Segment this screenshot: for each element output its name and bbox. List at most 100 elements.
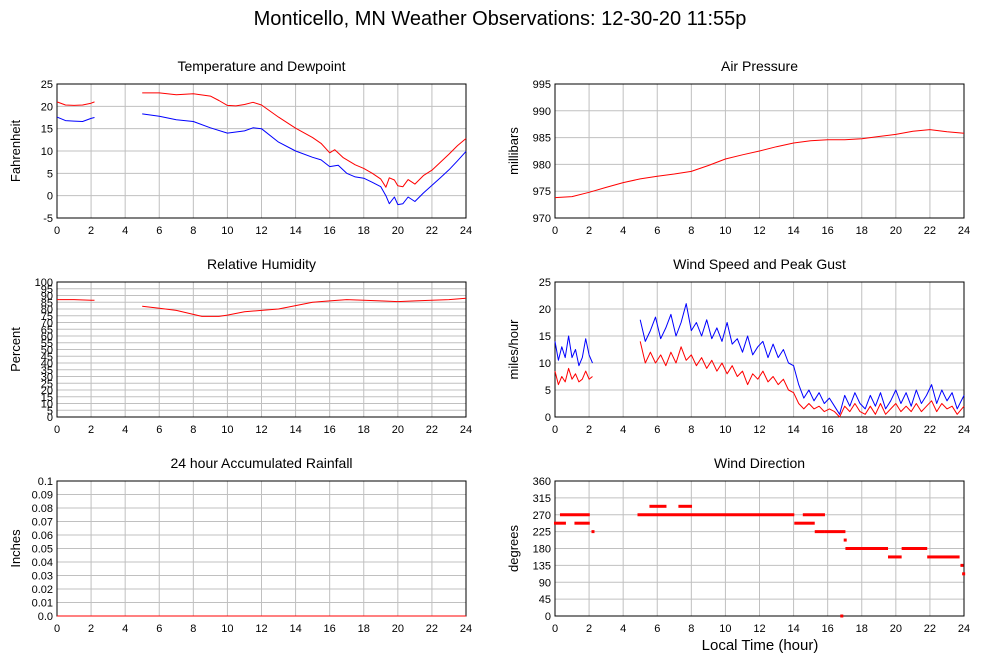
temp-xtick-label: 18 [358, 225, 370, 237]
temp-xtick-label: 0 [54, 225, 60, 237]
temp-series-line-0 [56, 101, 95, 106]
temp-xtick-label: 14 [289, 225, 301, 237]
wind-xtick-label: 18 [856, 424, 868, 436]
direction-ytick-label: 135 [533, 560, 551, 572]
direction-point-run [802, 513, 825, 517]
direction-plot-frame [554, 480, 965, 617]
rain-xtick-label: 6 [156, 623, 162, 635]
rain-ytick-label: 0.06 [32, 530, 53, 542]
direction-point-run [678, 504, 693, 508]
direction-xtick-label: 22 [924, 623, 936, 635]
rain-ytick-label: 0.01 [32, 598, 53, 610]
humidity-plot-frame [56, 281, 467, 418]
temp-xtick-label: 20 [392, 225, 404, 237]
pressure-xtick-label: 18 [856, 225, 868, 237]
direction-ytick-label: 360 [533, 476, 551, 488]
pressure-title: Air Pressure [721, 58, 798, 74]
direction-xtick-label: 10 [719, 623, 731, 635]
wind-ytick-label: 20 [539, 304, 551, 316]
wind-ytick-label: 0 [545, 412, 551, 424]
direction-xtick-label: 16 [822, 623, 834, 635]
humidity-xtick-label: 24 [460, 424, 472, 436]
humidity-ytick-label: 75 [41, 311, 53, 323]
temp-xtick-label: 8 [190, 225, 196, 237]
direction-point-run [637, 513, 795, 517]
rain-ytick-label: 0.05 [32, 544, 53, 556]
temp-xtick-label: 2 [88, 225, 94, 237]
rain-ylabel: Inches [8, 529, 23, 568]
wind-series-line-1 [554, 367, 593, 386]
wind-xtick-label: 0 [552, 424, 558, 436]
direction-point-run [962, 572, 966, 576]
temp-ytick-label: -5 [43, 213, 53, 225]
wind-xtick-label: 8 [688, 424, 694, 436]
temp-ytick-label: 20 [41, 101, 53, 113]
pressure-ytick-label: 975 [533, 186, 551, 198]
direction-point-run [554, 521, 566, 525]
temp-ytick-label: 0 [47, 191, 53, 203]
direction-point-run [927, 555, 960, 559]
humidity-ytick-label: 5 [47, 405, 53, 417]
direction-ytick-label: 270 [533, 510, 551, 522]
wind-ytick-label: 15 [539, 331, 551, 343]
direction-point-run [901, 547, 928, 550]
humidity-ytick-label: 60 [41, 331, 53, 343]
pressure-ylabel: millibars [506, 127, 521, 175]
direction-point-run [845, 547, 889, 550]
temp-series-line-1 [56, 116, 95, 122]
wind-xtick-label: 16 [822, 424, 834, 436]
temp-series-line-0 [142, 92, 467, 188]
rain-ytick-label: 0.07 [32, 517, 53, 529]
direction-point-run [843, 538, 847, 542]
rain-xtick-label: 2 [88, 623, 94, 635]
direction-point-run [649, 504, 667, 508]
direction-xtick-label: 0 [552, 623, 558, 635]
wind-xtick-label: 4 [620, 424, 626, 436]
rain-ytick-label: 0.1 [38, 476, 53, 488]
humidity-ytick-label: 90 [41, 291, 53, 303]
pressure-xtick-label: 4 [620, 225, 626, 237]
rain-ytick-label: 0.0 [38, 611, 53, 623]
wind-xtick-label: 14 [787, 424, 799, 436]
humidity-ytick-label: 55 [41, 338, 53, 350]
direction-xtick-label: 4 [620, 623, 626, 635]
direction-ytick-label: 315 [533, 493, 551, 505]
humidity-ytick-label: 35 [41, 365, 53, 377]
humidity-xtick-label: 8 [190, 424, 196, 436]
temp-xtick-label: 6 [156, 225, 162, 237]
humidity-ytick-label: 45 [41, 351, 53, 363]
direction-title: Wind Direction [714, 455, 805, 471]
direction-xtick-label: 14 [787, 623, 799, 635]
wind-xtick-label: 22 [924, 424, 936, 436]
direction-point-run [888, 555, 902, 559]
direction-xtick-label: 2 [586, 623, 592, 635]
pressure-ytick-label: 970 [533, 213, 551, 225]
humidity-xtick-label: 4 [122, 424, 128, 436]
wind-series-line-0 [554, 335, 593, 367]
wind-xtick-label: 6 [654, 424, 660, 436]
direction-ytick-label: 180 [533, 544, 551, 556]
pressure-plot-frame [554, 83, 965, 219]
rain-ytick-label: 0.08 [32, 503, 53, 515]
humidity-ytick-label: 95 [41, 284, 53, 296]
rain-xtick-label: 20 [392, 623, 404, 635]
humidity-xtick-label: 2 [88, 424, 94, 436]
pressure-xtick-label: 12 [753, 225, 765, 237]
humidity-xtick-label: 0 [54, 424, 60, 436]
page-title: Monticello, MN Weather Observations: 12-… [253, 8, 747, 30]
humidity-xtick-label: 14 [289, 424, 301, 436]
wind-ytick-label: 5 [545, 385, 551, 397]
direction-xtick-label: 12 [753, 623, 765, 635]
pressure-xtick-label: 8 [688, 225, 694, 237]
wind-plot-frame [554, 281, 965, 418]
temp-ytick-label: 10 [41, 146, 53, 158]
pressure-ytick-label: 995 [533, 79, 551, 91]
pressure-ytick-label: 980 [533, 159, 551, 171]
pressure-ytick-label: 990 [533, 106, 551, 118]
rain-xtick-label: 10 [221, 623, 233, 635]
pressure-xtick-label: 6 [654, 225, 660, 237]
wind-xtick-label: 2 [586, 424, 592, 436]
wind-xtick-label: 10 [719, 424, 731, 436]
